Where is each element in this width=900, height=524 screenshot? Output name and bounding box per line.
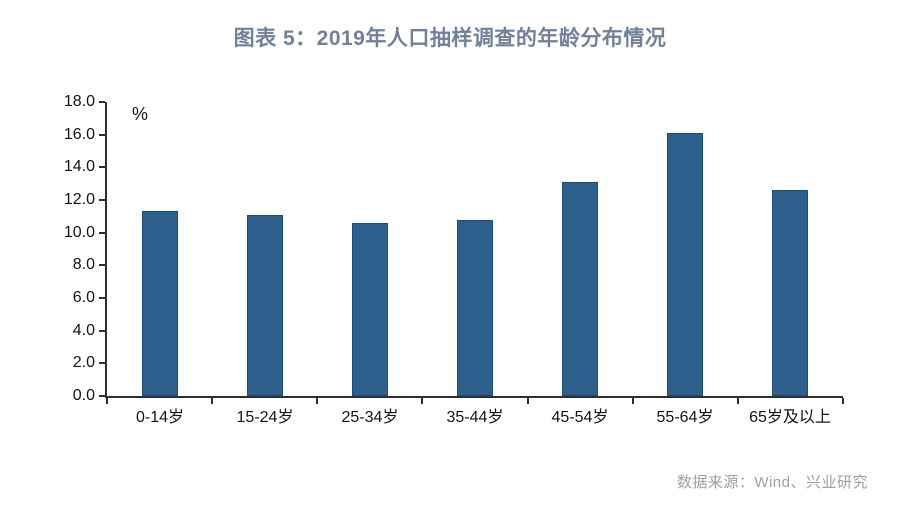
y-tick-mark (99, 297, 105, 299)
y-tick-label: 4.0 (72, 321, 95, 339)
x-tick-mark (842, 398, 844, 404)
x-tick-mark (631, 398, 634, 404)
y-tick-mark (99, 362, 105, 365)
x-tick-mark (526, 398, 529, 404)
x-tick-mark (421, 398, 424, 404)
y-tick-mark (99, 231, 105, 234)
y-tick-label: 12.0 (63, 191, 95, 208)
y-tick-mark (99, 166, 105, 169)
data-source: 数据来源：Wind、兴业研究 (676, 474, 868, 491)
y-tick-mark (99, 395, 105, 397)
x-tick-mark (736, 398, 739, 404)
x-category-label: 55-64岁 (656, 409, 714, 426)
chart-title: 图表 5：2019年人口抽样调查的年龄分布情况 (233, 27, 667, 50)
y-tick-label: 18.0 (63, 93, 95, 110)
x-category-label: 65岁及以上 (749, 409, 831, 426)
bar (667, 133, 703, 396)
x-category-label: 0-14岁 (135, 409, 185, 426)
y-tick-mark (99, 133, 105, 136)
bar (457, 220, 493, 396)
y-tick-label: 6.0 (72, 289, 95, 306)
x-tick-mark (106, 398, 108, 404)
bar (562, 182, 598, 396)
bar (352, 223, 388, 396)
y-tick-label: 14.0 (63, 158, 95, 176)
x-tick-mark (211, 398, 214, 404)
x-category-label: 45-54岁 (551, 409, 609, 426)
y-tick-mark (99, 101, 105, 103)
y-tick-mark (99, 264, 105, 267)
x-category-label: 25-34岁 (341, 409, 399, 426)
y-tick-label: 16.0 (63, 125, 95, 143)
y-axis-unit-label: % (132, 104, 149, 124)
x-category-label: 35-44岁 (446, 409, 504, 426)
bar (142, 211, 178, 396)
x-tick-mark (316, 398, 319, 404)
y-axis-line (105, 102, 107, 398)
y-tick-label: 0.0 (72, 387, 95, 404)
y-tick-mark (99, 329, 105, 332)
y-tick-label: 2.0 (72, 354, 95, 372)
x-category-label: 15-24岁 (236, 409, 294, 426)
y-tick-label: 8.0 (72, 256, 95, 274)
x-axis-line (105, 396, 843, 398)
bar (772, 190, 808, 396)
y-tick-mark (99, 199, 105, 201)
y-tick-label: 10.0 (63, 223, 95, 241)
bar (247, 215, 283, 396)
